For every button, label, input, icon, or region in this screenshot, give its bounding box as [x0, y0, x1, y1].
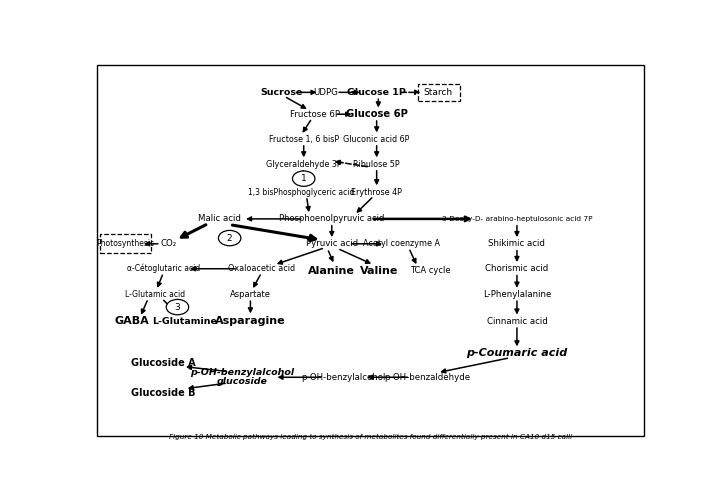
Text: L-Phenylalanine: L-Phenylalanine [483, 290, 551, 299]
Text: Chorismic acid: Chorismic acid [485, 264, 549, 273]
Circle shape [219, 231, 241, 246]
Text: Pyruvic acid: Pyruvic acid [306, 240, 358, 249]
FancyBboxPatch shape [97, 65, 644, 436]
Text: Shikimic acid: Shikimic acid [489, 240, 545, 249]
FancyBboxPatch shape [418, 84, 460, 101]
Text: Erythrose 4P: Erythrose 4P [351, 188, 402, 197]
Text: Valine: Valine [361, 265, 399, 276]
Text: Cinnamic acid: Cinnamic acid [487, 317, 547, 326]
Text: L-Glutamic acid: L-Glutamic acid [125, 290, 185, 299]
Text: p-Coumaric acid: p-Coumaric acid [466, 348, 568, 358]
Text: α-Cétoglutaric acid: α-Cétoglutaric acid [127, 264, 200, 273]
Text: 3-Deoxy-D- arabino-heptulosonic acid 7P: 3-Deoxy-D- arabino-heptulosonic acid 7P [442, 216, 592, 222]
Text: Phosphoenolpyruvic acid: Phosphoenolpyruvic acid [279, 215, 384, 224]
Text: p-OH-benzylalcohol: p-OH-benzylalcohol [300, 373, 385, 382]
Text: p-OH-benzylalcohol: p-OH-benzylalcohol [190, 368, 294, 377]
Text: Ribulose 5P: Ribulose 5P [353, 159, 400, 168]
Text: 2: 2 [227, 234, 232, 243]
Text: TCA cycle: TCA cycle [410, 266, 450, 275]
Text: Glucoside B: Glucoside B [131, 387, 195, 397]
Text: Glucoside A: Glucoside A [131, 358, 195, 368]
Circle shape [167, 299, 189, 315]
Text: Oxaloacetic acid: Oxaloacetic acid [228, 264, 295, 273]
Text: Photosynthesis: Photosynthesis [96, 240, 154, 249]
Text: Malic acid: Malic acid [198, 215, 241, 224]
Text: Glyceraldehyde 3P: Glyceraldehyde 3P [266, 159, 342, 168]
Text: Gluconic acid 6P: Gluconic acid 6P [343, 134, 410, 143]
Text: Starch: Starch [424, 88, 453, 97]
Text: Glucose 1P: Glucose 1P [348, 88, 406, 97]
Text: Fructose 1, 6 bisP: Fructose 1, 6 bisP [269, 134, 339, 143]
Text: Acetyl coenzyme A: Acetyl coenzyme A [363, 240, 440, 249]
Text: Alanine: Alanine [308, 265, 355, 276]
Text: L-Glutamine: L-Glutamine [152, 317, 217, 326]
Circle shape [292, 171, 315, 186]
Text: Fructose 6P: Fructose 6P [290, 110, 340, 119]
Text: 1,3 bisPhosphoglyceric acid: 1,3 bisPhosphoglyceric acid [248, 188, 354, 197]
Text: Figure 10 Metabolic pathways leading to synthesis of metabolites found different: Figure 10 Metabolic pathways leading to … [169, 434, 573, 440]
Text: Asparagine: Asparagine [215, 316, 286, 326]
Text: Aspartate: Aspartate [230, 290, 271, 299]
Text: Sucrose: Sucrose [260, 88, 303, 97]
FancyBboxPatch shape [100, 234, 151, 253]
Text: UDPG: UDPG [313, 88, 339, 97]
Text: p-OH-benzaldehyde: p-OH-benzaldehyde [384, 373, 470, 382]
Text: 1: 1 [301, 174, 306, 183]
Text: glucoside: glucoside [216, 376, 267, 385]
Text: Glucose 6P: Glucose 6P [346, 109, 408, 119]
Text: GABA: GABA [114, 316, 149, 326]
Text: CO₂: CO₂ [161, 240, 177, 249]
Text: 3: 3 [174, 303, 180, 312]
